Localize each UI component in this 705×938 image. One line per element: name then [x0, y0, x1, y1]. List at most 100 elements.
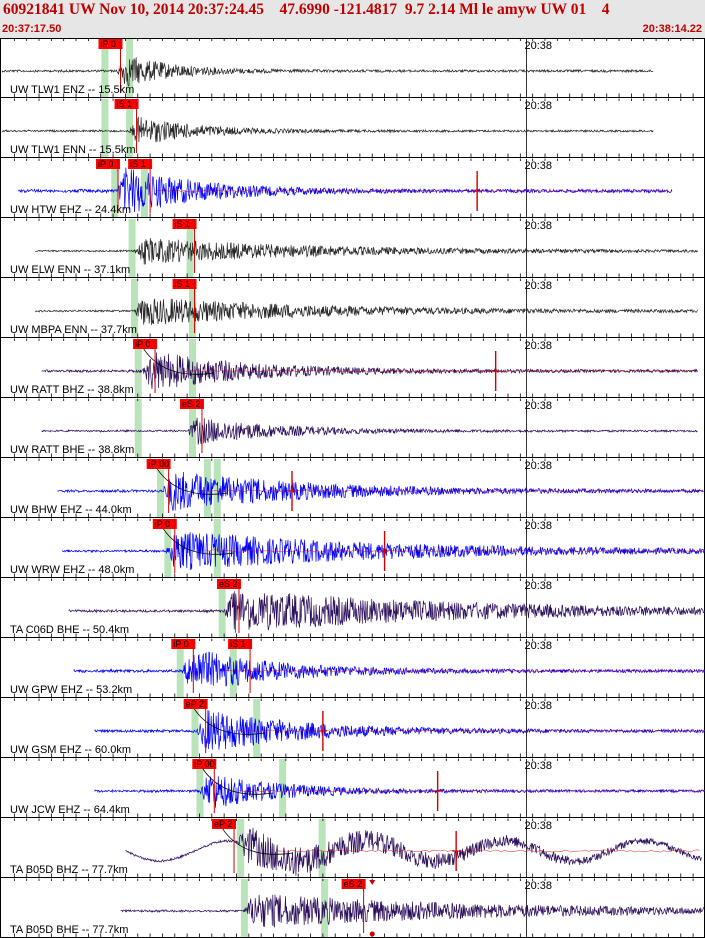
phase-pick-box[interactable]: [172, 279, 197, 289]
phase-pick-label: eS 2: [219, 579, 238, 589]
event-header: 60921841 UW Nov 10, 2014 20:37:24.45 47.…: [0, 0, 705, 38]
minute-marker-label: 20:38: [525, 40, 553, 52]
minute-marker-label: 20:38: [525, 400, 553, 412]
channel-label: UW GPW EHZ -- 53.2km: [10, 684, 132, 696]
channel-label: UW RATT BHZ -- 38.8km: [10, 384, 134, 396]
pick-window: [191, 699, 199, 757]
pick-window: [126, 99, 134, 157]
minute-marker-label: 20:38: [525, 880, 553, 892]
window-start-time: 20:37:17.50: [2, 23, 62, 35]
channel-panel[interactable]: 20:38 eS 2 TA B05D BHE -- 77.7km: [0, 878, 705, 938]
minute-marker-label: 20:38: [525, 280, 553, 292]
phase-pick-box[interactable]: [212, 819, 237, 829]
channel-panel[interactable]: 20:38 iS 1 UW ELW ENN -- 37.1km: [0, 218, 705, 278]
minute-marker-label: 20:38: [525, 760, 553, 772]
channel-panel[interactable]: 20:38 iP 0 UW WRW EHZ -- 48.0km: [0, 518, 705, 578]
arrival-dot-icon: [369, 931, 375, 937]
phase-pick-label: iP 0: [100, 39, 115, 49]
minute-marker-label: 20:38: [525, 220, 553, 232]
minute-marker-label: 20:38: [525, 700, 553, 712]
channel-panel[interactable]: 20:38 iP 0 UW TLW1 ENZ -- 15.5km: [0, 38, 705, 98]
waveform-trace: [41, 352, 698, 389]
channel-panel[interactable]: 20:38 eS 2 TA C06D BHE -- 50.4km: [0, 578, 705, 638]
phase-pick-label: eP 2: [214, 819, 232, 829]
phase-pick-box[interactable]: [152, 519, 177, 529]
waveform-trace: [68, 591, 705, 633]
pick-window: [253, 699, 261, 757]
minute-marker-label: 20:38: [525, 460, 553, 472]
channel-panel[interactable]: 20:38 iS 1 UW TLW1 ENN -- 15.5km: [0, 98, 705, 158]
channel-panel[interactable]: 20:38 iP 0 iS 1 UW GPW EHZ -- 53.2km: [0, 638, 705, 698]
phase-pick-box[interactable]: [192, 759, 217, 769]
pick-window: [134, 399, 142, 457]
phase-pick-box[interactable]: [171, 639, 196, 649]
waveform-trace: [35, 298, 698, 326]
pick-window: [101, 39, 109, 97]
phase-pick-box[interactable]: [96, 159, 121, 169]
channel-panel[interactable]: 20:38 eP 2 UW GSM EHZ -- 60.0km: [0, 698, 705, 758]
waveform-trace: [35, 238, 698, 265]
phase-pick-box[interactable]: [133, 339, 158, 349]
waveform-trace: [1, 57, 654, 87]
phase-pick-box[interactable]: [98, 39, 123, 49]
phase-pick-box[interactable]: [216, 579, 241, 589]
phase-pick-label: iS 1: [230, 639, 246, 649]
pick-window: [218, 579, 226, 637]
synthetic-trace: [222, 669, 705, 673]
pick-window: [213, 459, 221, 517]
channel-label: UW GSM EHZ -- 60.0km: [10, 744, 131, 756]
waveform-trace: [73, 651, 705, 687]
channel-label: UW MBPA ENN -- 37.7km: [10, 324, 137, 336]
phase-pick-box[interactable]: [146, 459, 171, 469]
channel-panel[interactable]: 20:38 iP 0 UW RATT BHZ -- 38.8km: [0, 338, 705, 398]
event-title: 60921841 UW Nov 10, 2014 20:37:24.45 47.…: [3, 1, 610, 18]
channel-panel[interactable]: 20:38 iP 0 iS 1 UW HTW EHZ -- 24.4km: [0, 158, 705, 218]
phase-pick-box[interactable]: [183, 699, 208, 709]
pick-window: [196, 759, 204, 817]
phase-pick-box[interactable]: [114, 99, 139, 109]
channel-label: UW WRW EHZ -- 48.0km: [10, 564, 134, 576]
phase-pick-label: eP 2: [186, 699, 204, 709]
phase-pick-label: eS 2: [344, 879, 363, 889]
phase-pick-box[interactable]: [341, 879, 366, 889]
phase-pick-box[interactable]: [172, 219, 197, 229]
channel-label: UW BHW EHZ -- 44.0km: [10, 504, 132, 516]
pick-window: [128, 219, 136, 277]
pick-window: [176, 639, 184, 697]
phase-pick-label: iS 1: [130, 159, 146, 169]
phase-pick-box[interactable]: [128, 159, 153, 169]
seismogram-panel[interactable]: 20:38 iP 0 UW TLW1 ENZ -- 15.5km 20:38 iS 1 U…: [0, 38, 705, 938]
waveform-trace: [120, 894, 705, 929]
pick-window: [140, 159, 148, 217]
waveform-trace: [1, 116, 654, 143]
channel-label: TA B05D BHZ -- 77.7km: [10, 864, 128, 876]
synthetic-trace: [276, 849, 700, 853]
phase-pick-label: iP 0: [173, 639, 188, 649]
synthetic-trace: [236, 729, 705, 733]
minute-marker-label: 20:38: [525, 820, 553, 832]
pick-window: [134, 339, 142, 397]
synthetic-trace: [205, 549, 705, 553]
pick-window: [279, 759, 287, 817]
channel-label: UW RATT BHE -- 38.8km: [10, 444, 134, 456]
phase-pick-label: eS 2: [182, 399, 201, 409]
window-end-time: 20:38:14.22: [642, 23, 702, 35]
pick-window: [237, 819, 245, 877]
pick-window: [111, 159, 119, 217]
synthetic-trace: [202, 489, 704, 493]
minute-marker-label: 20:38: [525, 580, 553, 592]
channel-panel[interactable]: 20:38 iS 1 UW MBPA ENN -- 37.7km: [0, 278, 705, 338]
channel-panel[interactable]: 20:38 iP 00 UW JCW EHZ -- 64.4km: [0, 758, 705, 818]
channel-label: TA C06D BHE -- 50.4km: [10, 624, 129, 636]
waveform-trace: [94, 710, 705, 750]
phase-pick-label: iP 00: [194, 759, 214, 769]
pick-window: [318, 819, 326, 877]
channel-label: TA B05D BHE -- 77.7km: [10, 924, 128, 936]
phase-pick-box[interactable]: [179, 399, 204, 409]
pick-window: [156, 459, 164, 517]
phase-pick-box[interactable]: [228, 639, 253, 649]
channel-panel[interactable]: 20:38 eS 2 UW RATT BHE -- 38.8km: [0, 398, 705, 458]
channel-panel[interactable]: 20:38 iP 00 UW BHW EHZ -- 44.0km: [0, 458, 705, 518]
phase-pick-label: iS 1: [175, 219, 191, 229]
channel-panel[interactable]: 20:38 eP 2 TA B05D BHZ -- 77.7km: [0, 818, 705, 878]
